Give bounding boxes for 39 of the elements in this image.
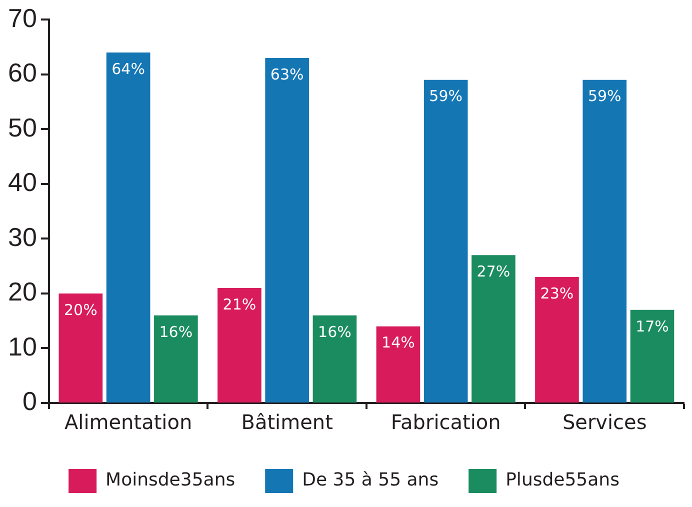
bar <box>376 326 420 402</box>
data-label: 16% <box>318 322 352 341</box>
y-tick-label: 20 <box>8 276 37 307</box>
x-tick-label: Fabrication <box>390 410 501 434</box>
data-label: 16% <box>159 322 193 341</box>
x-tick-label: Alimentation <box>64 410 192 434</box>
y-tick-label: 70 <box>8 2 37 33</box>
data-label: 64% <box>112 60 145 78</box>
data-label: 63% <box>270 65 304 84</box>
x-tick-label: Services <box>562 410 647 434</box>
bar <box>424 80 468 402</box>
data-label: 27% <box>476 262 510 281</box>
bar <box>582 80 627 402</box>
data-label: 59% <box>429 87 463 106</box>
data-label: 14% <box>382 334 415 352</box>
bar <box>630 310 674 402</box>
data-label: 23% <box>540 284 574 302</box>
y-tick-label: 10 <box>8 331 37 362</box>
y-tick-label: 60 <box>8 58 37 88</box>
bar <box>265 58 309 402</box>
y-tick-label: 30 <box>8 222 37 252</box>
bar <box>154 315 198 402</box>
data-label: 20% <box>64 300 98 319</box>
legend-label: Plusde55ans <box>506 470 620 491</box>
bar <box>472 255 516 402</box>
x-tick-label: Bâtiment <box>241 410 334 434</box>
bar <box>106 52 150 402</box>
data-label: 59% <box>588 87 622 106</box>
bar <box>535 277 579 402</box>
bar <box>312 315 357 402</box>
bar <box>58 293 103 402</box>
y-tick-label: 50 <box>8 112 37 142</box>
y-tick-label: 0 <box>22 386 37 416</box>
data-label: 21% <box>222 295 256 314</box>
legend-label: Moinsde35ans <box>106 470 236 491</box>
data-label: 17% <box>636 317 669 336</box>
legend-label: De 35 à 55 ans <box>302 470 439 491</box>
bar <box>218 288 262 402</box>
y-tick-label: 40 <box>8 167 37 198</box>
